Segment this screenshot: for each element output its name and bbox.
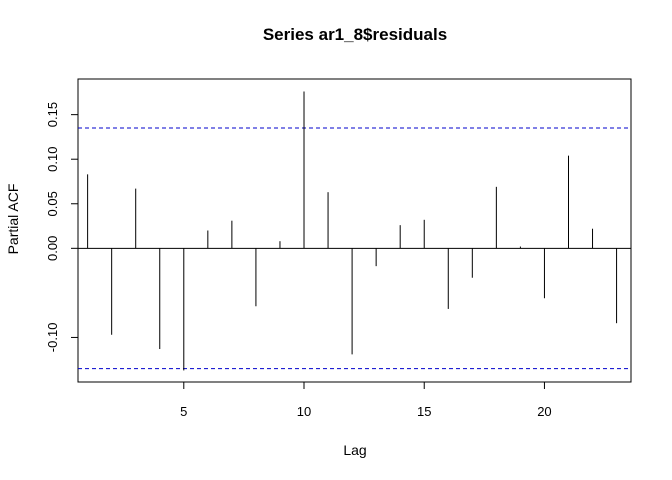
x-tick-label-5: 5 [180,404,187,419]
x-axis-label: Lag [343,442,366,458]
x-tick-label-10: 10 [297,404,311,419]
y-tick-label-2: 0.05 [45,191,60,216]
x-tick-label-20: 20 [537,404,551,419]
y-tick-label-3: 0.10 [45,147,60,172]
y-tick-label-4: 0.15 [45,102,60,127]
chart-marks: 5 10 15 20 -0.10 0.00 0.05 0.10 0.15 [45,91,631,419]
y-tick-label-0: -0.10 [45,323,60,353]
y-tick-label-1: 0.00 [45,236,60,261]
y-axis-label: Partial ACF [5,184,21,255]
x-tick-label-15: 15 [417,404,431,419]
chart-title: Series ar1_8$residuals [263,25,447,44]
plot-frame [77,78,632,383]
